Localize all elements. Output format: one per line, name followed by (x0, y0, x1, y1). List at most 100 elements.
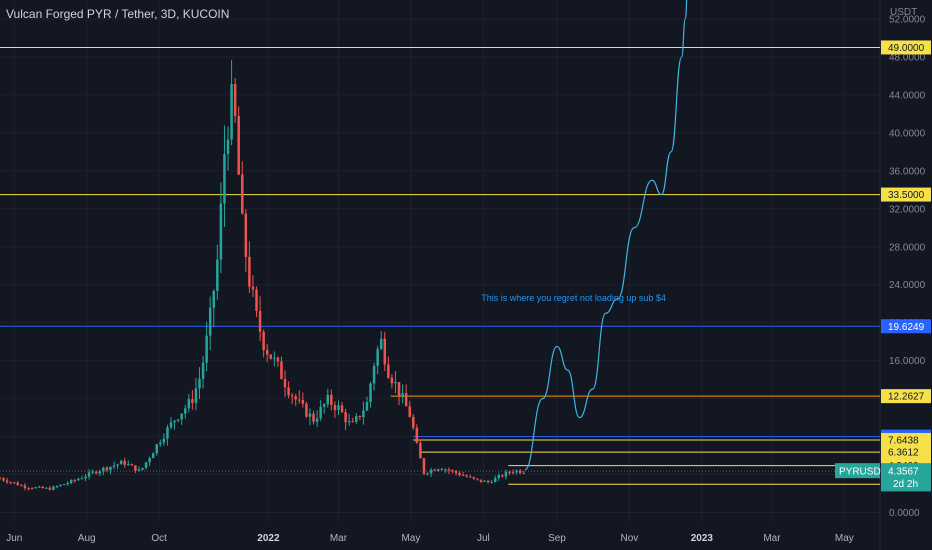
time-axis[interactable]: Jun Aug Oct 2022 Mar May Jul Sep Nov 2023 Mar May (6, 533, 854, 544)
x-tick-label: 2022 (257, 533, 280, 544)
y-tick-label: 40.0000 (889, 128, 926, 139)
chart-title: Vulcan Forged PYR / Tether, 3D, KUCOIN (6, 7, 229, 21)
x-tick-label: Nov (621, 533, 639, 544)
candle-body (269, 354, 273, 359)
candle-body (48, 487, 52, 490)
candle-body (486, 480, 490, 483)
candle-body (319, 406, 322, 419)
candle-body (144, 462, 148, 468)
candles (0, 59, 525, 491)
candle-body (41, 486, 44, 489)
candle-body (233, 84, 237, 116)
symbol-tag-label: PYRUSDT (839, 467, 887, 478)
projection: This is where you regret not loading up … (481, 0, 688, 471)
candle-body (134, 465, 137, 471)
candle-body (159, 442, 162, 445)
candle-body (454, 470, 458, 473)
candle-body (91, 471, 94, 473)
candle-body (137, 469, 141, 471)
candle-body (358, 415, 362, 418)
price-tag (881, 389, 931, 404)
candle-body (301, 399, 305, 404)
candle-body (116, 464, 119, 466)
candle-body (27, 488, 30, 490)
y-tick-label: 16.0000 (889, 356, 926, 367)
candle-body (515, 470, 518, 473)
candle-body (98, 471, 102, 474)
candle-body (326, 394, 330, 405)
candle-body (52, 486, 55, 490)
x-tick-label: Oct (151, 533, 167, 544)
candle-body (404, 393, 408, 407)
x-tick-label: May (835, 533, 854, 544)
candle-body (433, 469, 436, 471)
x-tick-label: Jun (6, 533, 22, 544)
candle-body (155, 444, 159, 454)
candle-body (344, 412, 347, 423)
candle-body (66, 483, 69, 485)
price-tag (881, 445, 931, 460)
candle-body (312, 413, 315, 422)
candle-body (105, 467, 109, 471)
candle-body (109, 466, 112, 471)
candle-body (244, 213, 248, 257)
candle-body (208, 307, 212, 336)
candle-body (9, 482, 12, 484)
candle-body (372, 365, 376, 384)
candle-body (397, 382, 401, 396)
candle-body (415, 427, 419, 443)
candle-body (472, 476, 476, 479)
candle-body (287, 387, 290, 396)
candle-body (394, 382, 397, 384)
candle-body (151, 453, 155, 459)
candle-body (483, 480, 486, 482)
candle-body (55, 486, 59, 488)
candle-body (305, 403, 308, 417)
candle-body (223, 154, 226, 204)
candle-body (479, 479, 483, 482)
candle-body (230, 84, 233, 140)
candle-body (194, 388, 198, 403)
candle-body (176, 419, 180, 421)
candle-body (330, 394, 333, 405)
current-price-tag (881, 463, 931, 492)
candle-body (490, 482, 493, 484)
price-tag (881, 432, 931, 447)
candle-body (447, 469, 451, 471)
candle-body (0, 478, 2, 480)
candle-body (362, 410, 365, 418)
candle-body (333, 404, 337, 410)
candle-body (493, 477, 497, 483)
axis-unit-label: USDT (890, 7, 917, 18)
x-tick-label: Jul (477, 533, 490, 544)
candle-body (355, 415, 358, 422)
candle-body (77, 478, 80, 481)
candle-body (30, 488, 34, 490)
candle-body (205, 335, 208, 363)
candle-body (94, 471, 98, 474)
x-tick-label: Mar (763, 533, 781, 544)
candle-body (298, 399, 301, 401)
candle-body (123, 460, 126, 465)
candle-body (315, 418, 319, 422)
candle-body (102, 467, 105, 472)
candle-body (130, 464, 134, 466)
x-tick-label: Mar (330, 533, 348, 544)
price-tag (881, 40, 931, 55)
candle-body (237, 115, 240, 175)
candle-body (141, 467, 144, 470)
candle-body (16, 482, 20, 486)
y-tick-label: 24.0000 (889, 280, 926, 291)
candle-body (518, 470, 522, 473)
price-tag (881, 187, 931, 202)
candle-body (440, 469, 444, 471)
candle-body (169, 422, 173, 428)
candle-body (337, 405, 340, 410)
horizontal-levels (0, 46, 880, 485)
candle-body (84, 476, 87, 479)
candle-body (294, 396, 297, 400)
candle-body (451, 470, 454, 472)
candle-body (5, 480, 9, 483)
